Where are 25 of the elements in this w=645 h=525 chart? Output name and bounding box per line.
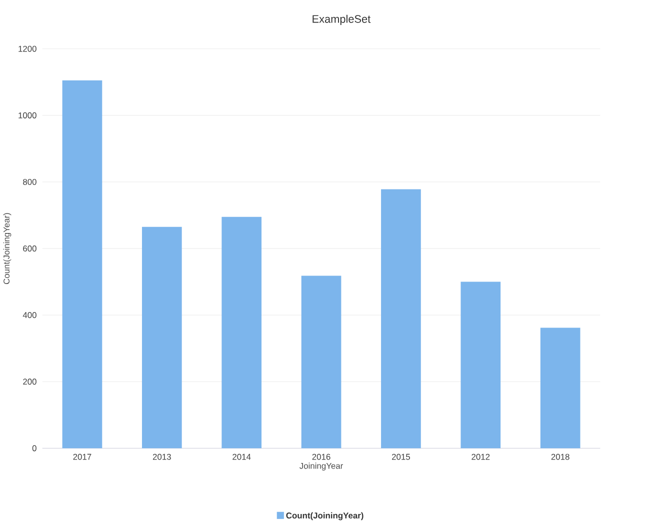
y-axis-title: Count(JoiningYear) [3,213,12,284]
bar [460,282,501,448]
bar [62,80,102,448]
x-tick-label: 2014 [232,454,251,460]
y-tick-label: 1200 [18,46,36,52]
bar [540,328,580,448]
y-tick-label: 1000 [18,112,36,118]
y-tick-label: 0 [32,445,36,452]
y-tick-label: 400 [22,312,36,318]
x-tick-label: 2015 [392,454,410,460]
x-tick-label: 2017 [73,454,92,460]
y-tick-label: 600 [23,246,36,252]
x-tick-label: 2012 [472,454,490,460]
x-tick-label: 2013 [152,454,171,460]
x-tick-label: 2018 [551,454,570,460]
y-tick-label: 200 [23,378,36,385]
x-tick-label: 2016 [312,454,330,460]
legend-label: Count(JoiningYear) [286,512,364,520]
y-tick-label: 800 [23,178,36,185]
x-axis-title: JoiningYear [300,462,344,471]
bar [142,226,182,448]
chart-title: ExampleSet [312,14,371,26]
bar [222,216,262,448]
bar [381,189,421,448]
bar [301,276,342,448]
